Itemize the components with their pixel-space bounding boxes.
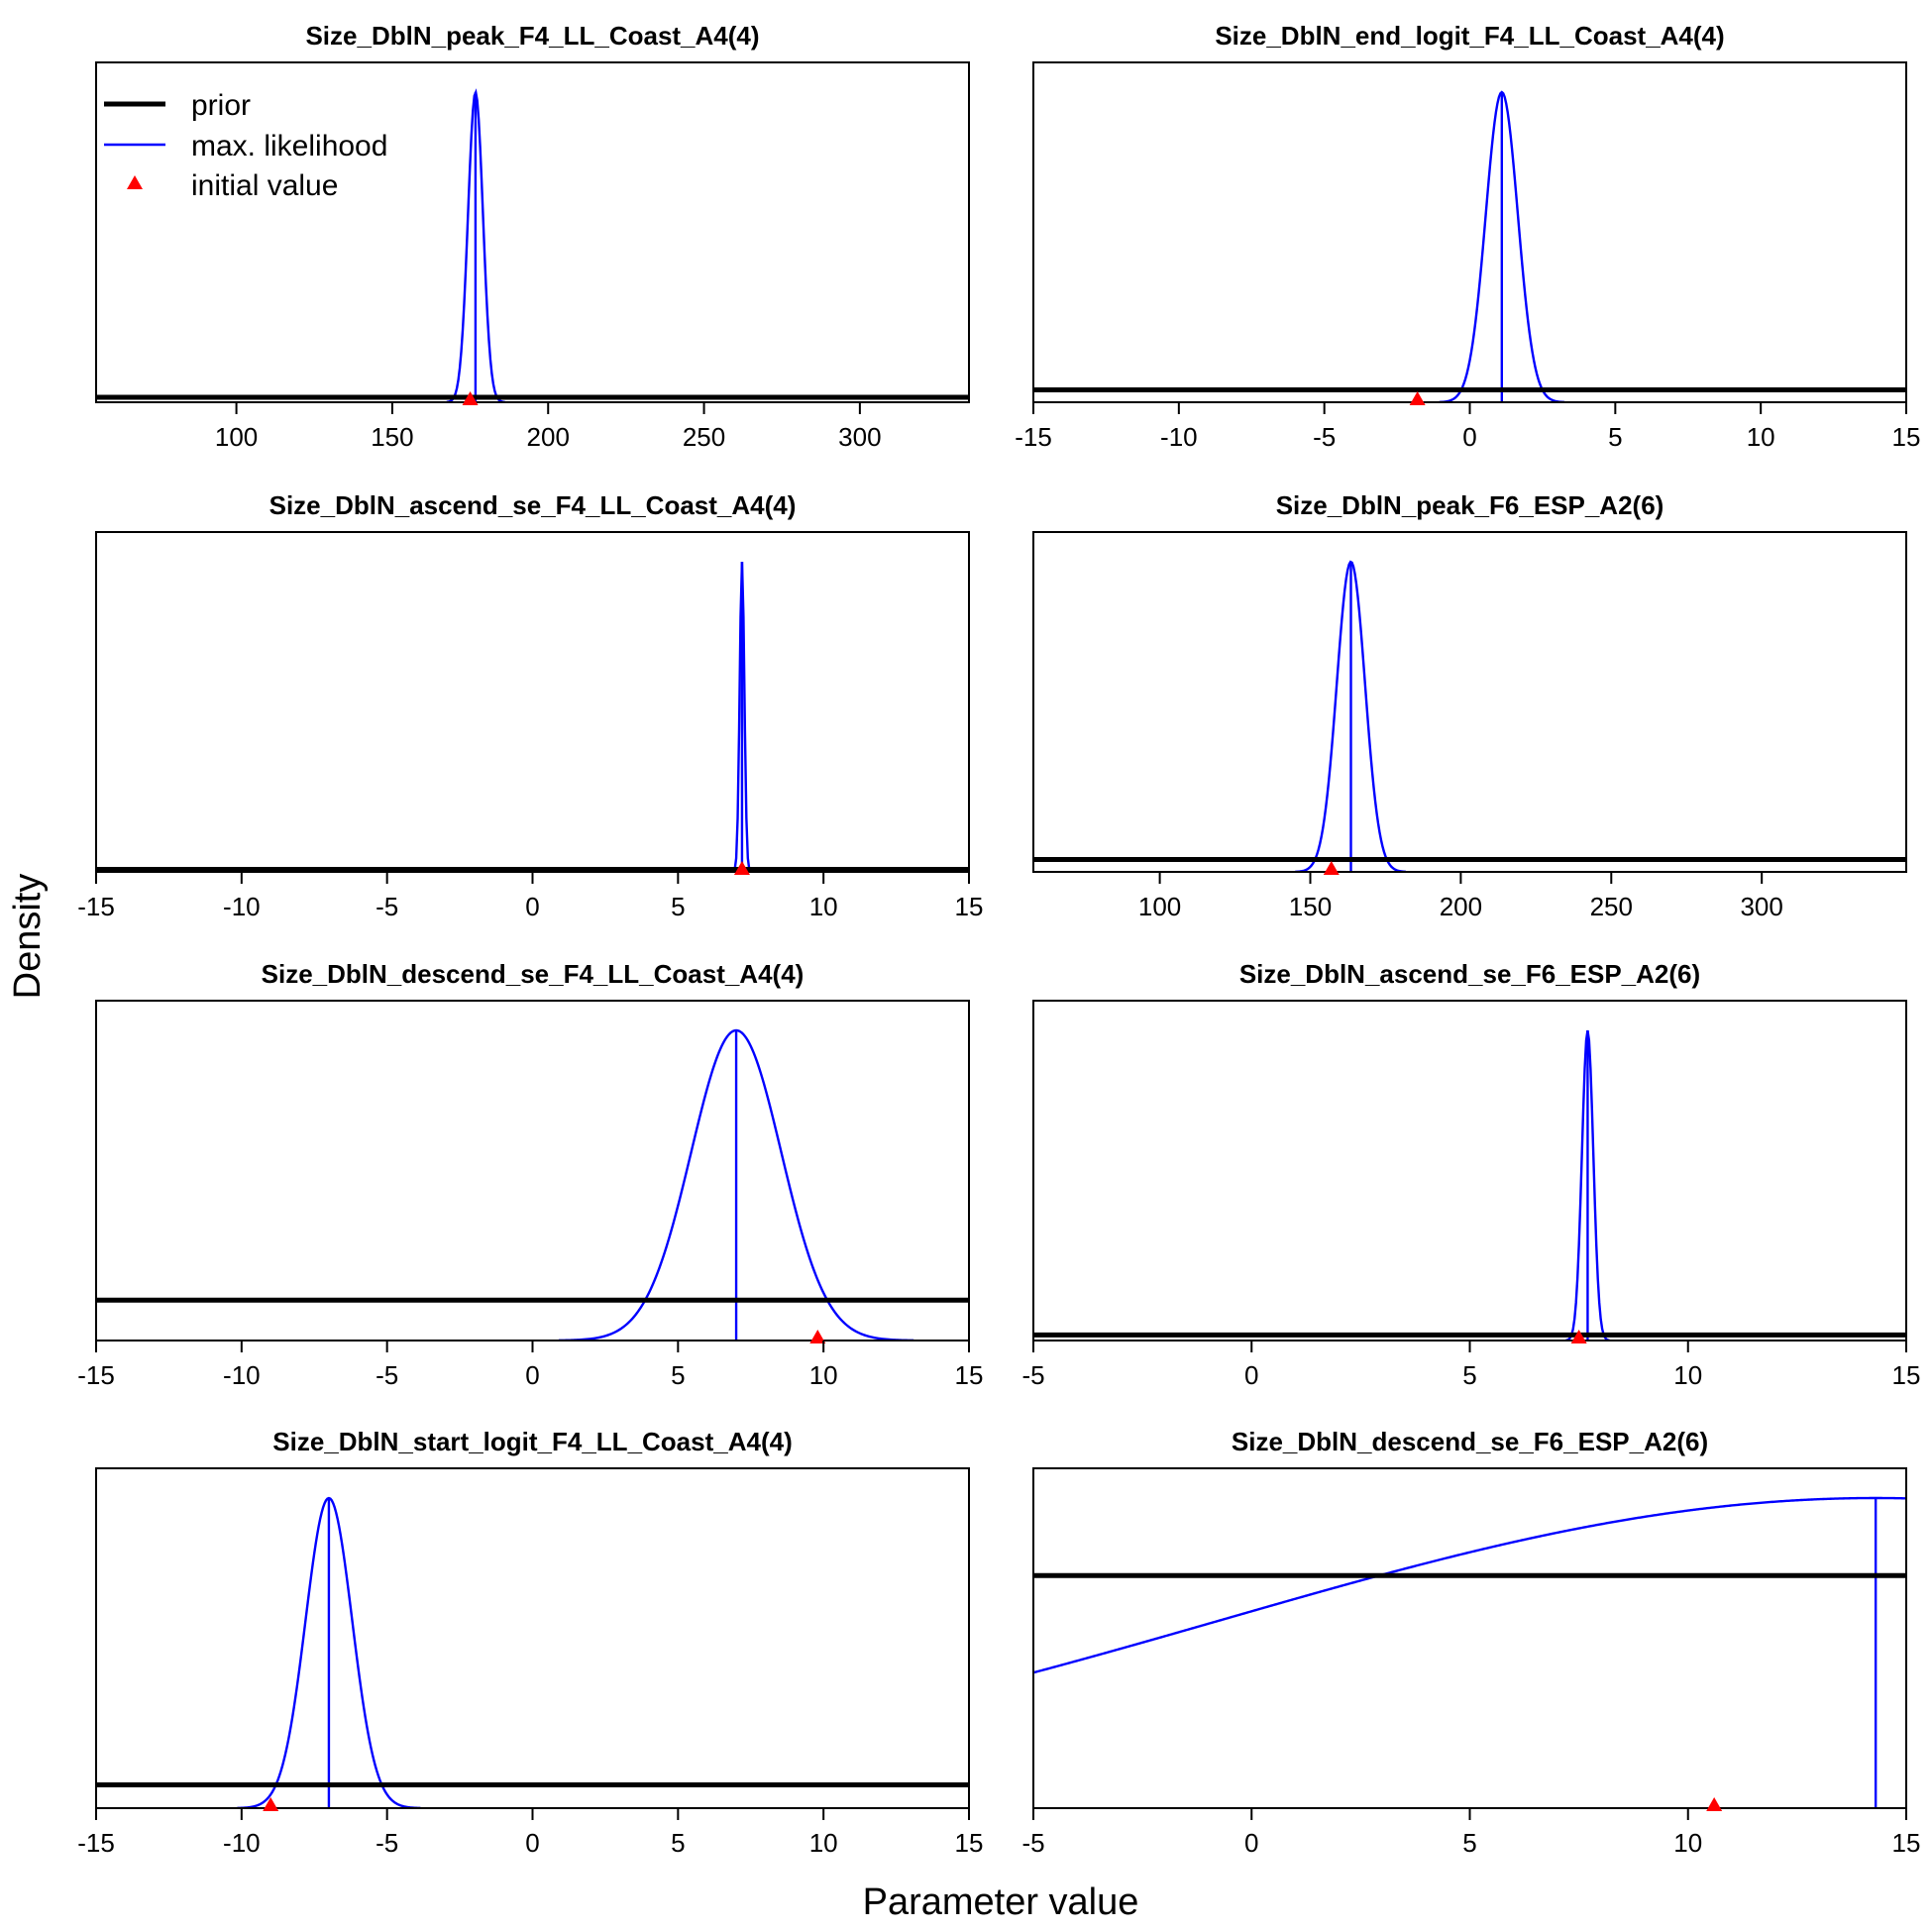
plot-frame [1032,61,1907,403]
panel-title: Size_DblN_descend_se_F6_ESP_A2(6) [1232,1427,1708,1456]
panel-title: Size_DblN_peak_F4_LL_Coast_A4(4) [305,21,759,51]
x-tick-label: 0 [1462,422,1476,452]
x-tick-label: -5 [1021,1828,1044,1858]
panel-5: Size_DblN_descend_se_F4_LL_Coast_A4(4) -1… [77,959,983,1390]
mle-series [1439,90,1564,402]
x-tick-label: 15 [1892,422,1921,452]
x-tick-label: 5 [1462,1360,1476,1390]
x-tick-label: 5 [1462,1828,1476,1858]
mle-series [558,1028,914,1341]
x-tick-label: -10 [223,1828,261,1858]
initial-value-marker [733,861,750,875]
mle-series [732,561,752,872]
x-tick-label: 15 [955,1360,984,1390]
panel-4: Size_DblN_peak_F6_ESP_A2(6) 100 150 200 250 3… [1032,490,1907,921]
x-tick-label: -10 [223,1360,261,1390]
panel-8: Size_DblN_descend_se_F6_ESP_A2(6) -5 0 5 10 1… [1021,1427,1920,1858]
x-tick-label: 0 [525,1360,539,1390]
x-tick-label: 250 [1590,892,1633,921]
mle-series [1565,1029,1610,1341]
x-tick-label: 10 [809,1360,838,1390]
x-tick-label: -5 [1313,422,1336,452]
x-tick-label: 150 [371,422,413,452]
panel-title: Size_DblN_ascend_se_F6_ESP_A2(6) [1239,959,1700,989]
mle-series [1295,560,1406,872]
x-axis-label: Parameter value [863,1881,1139,1923]
x-tick-label: 5 [671,1828,685,1858]
panel-6: Size_DblN_ascend_se_F6_ESP_A2(6) -5 0 5 10 15 [1021,959,1920,1390]
x-tick-label: -15 [77,1360,115,1390]
panel-title: Size_DblN_ascend_se_F4_LL_Coast_A4(4) [269,490,797,520]
panel-1: Size_DblN_peak_F4_LL_Coast_A4(4) 100 150 20… [95,21,970,452]
x-tick-label: -10 [1160,422,1198,452]
plot-frame [95,1000,970,1342]
plot-frame [95,1467,970,1809]
x-tick-label: -15 [77,892,115,921]
panel-title: Size_DblN_descend_se_F4_LL_Coast_A4(4) [262,959,805,989]
legend-label: max. likelihood [191,130,387,162]
panels-group: Size_DblN_peak_F4_LL_Coast_A4(4)100 150 20… [77,21,1920,1858]
x-tick-label: -5 [376,1828,398,1858]
mle-series [1033,1496,1906,1808]
panel-title: Size_DblN_end_logit_F4_LL_Coast_A4(4) [1215,21,1724,51]
x-tick-label: 10 [1673,1828,1702,1858]
x-tick-label: 200 [527,422,570,452]
y-axis-label: Density [7,874,49,1000]
x-tick-label: 250 [683,422,725,452]
legend: prior max. likelihood initial value [104,89,387,202]
x-tick-label: 15 [1892,1360,1921,1390]
panel-title: Size_DblN_start_logit_F4_LL_Coast_A4(4) [272,1427,792,1456]
x-tick-label: 5 [671,892,685,921]
x-tick-label: 0 [525,1828,539,1858]
x-tick-label: -5 [1021,1360,1044,1390]
x-tick-label: 0 [1244,1828,1258,1858]
plot-frame [95,61,970,403]
x-tick-label: -5 [376,1360,398,1390]
panel-3: Size_DblN_ascend_se_F4_LL_Coast_A4(4) -15… [77,490,983,921]
x-tick-label: 100 [1138,892,1181,921]
x-tick-label: 10 [809,892,838,921]
x-tick-label: 10 [809,1828,838,1858]
x-tick-label: 0 [1244,1360,1258,1390]
mle-series [446,88,505,402]
x-tick-label: -5 [376,892,398,921]
x-tick-label: 150 [1289,892,1332,921]
x-tick-label: 0 [525,892,539,921]
panel-title: Size_DblN_peak_F6_ESP_A2(6) [1276,490,1664,520]
x-tick-label: 200 [1440,892,1482,921]
x-tick-label: 100 [215,422,258,452]
legend-label: initial value [191,169,338,202]
mle-series [237,1496,421,1808]
initial-value-marker [809,1330,826,1343]
x-tick-label: 5 [671,1360,685,1390]
x-tick-label: 10 [1673,1360,1702,1390]
plot-frame [1032,1467,1907,1809]
initial-value-marker [1706,1797,1723,1811]
initial-value-marker [462,391,479,405]
x-tick-label: 300 [838,422,881,452]
initial-value-marker [1409,391,1426,405]
panel-2: Size_DblN_end_logit_F4_LL_Coast_A4(4) -15… [1015,21,1920,452]
plot-frame [1032,1000,1907,1342]
initial-value-marker [1323,861,1340,875]
x-tick-label: -15 [77,1828,115,1858]
plot-frame [95,531,970,873]
x-tick-label: -10 [223,892,261,921]
x-tick-label: 300 [1740,892,1782,921]
x-tick-label: 15 [1892,1828,1921,1858]
x-tick-label: 15 [955,1828,984,1858]
legend-swatch-init [127,175,143,189]
legend-label: prior [191,89,251,122]
x-tick-label: 10 [1747,422,1775,452]
x-tick-label: 15 [955,892,984,921]
initial-value-marker [1570,1330,1587,1343]
plot-frame [1032,531,1907,873]
mle-curve [1033,1496,1906,1674]
panel-7: Size_DblN_start_logit_F4_LL_Coast_A4(4) -… [77,1427,983,1858]
x-tick-label: -15 [1015,422,1052,452]
initial-value-marker [263,1797,279,1811]
x-tick-label: 5 [1608,422,1622,452]
